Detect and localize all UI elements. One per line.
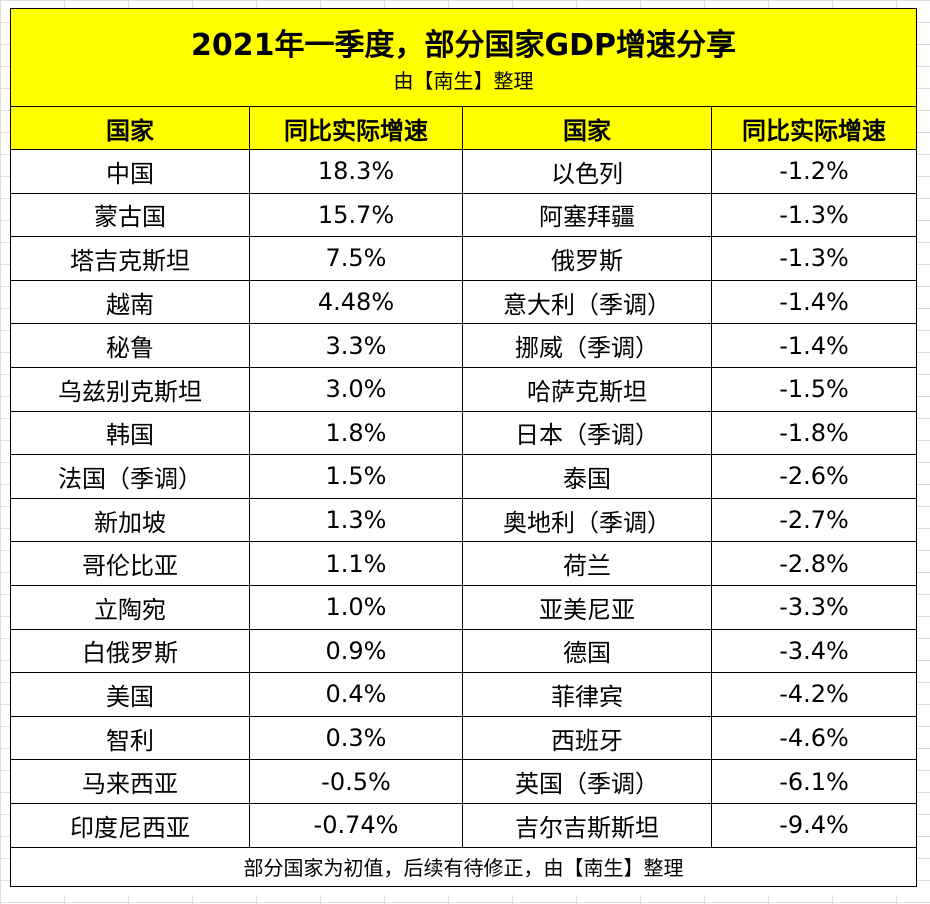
growth-cell[interactable]: -4.2% <box>710 672 918 717</box>
growth-cell[interactable]: 3.0% <box>249 366 463 412</box>
growth-cell[interactable]: -2.7% <box>710 497 918 543</box>
country-cell[interactable]: 亚美尼亚 <box>462 584 712 630</box>
country-cell[interactable]: 阿塞拜疆 <box>462 192 712 238</box>
growth-cell[interactable]: -1.3% <box>710 192 918 238</box>
country-cell[interactable]: 西班牙 <box>462 715 712 761</box>
table-row: 越南 4.48% 意大利（季调） -1.4% <box>10 279 918 325</box>
country-cell[interactable]: 秘鲁 <box>10 323 250 368</box>
table-row: 乌兹别克斯坦 3.0% 哈萨克斯坦 -1.5% <box>10 366 918 412</box>
country-cell[interactable]: 智利 <box>10 715 250 761</box>
table-row: 韩国 1.8% 日本（季调） -1.8% <box>10 410 918 456</box>
country-cell[interactable]: 德国 <box>462 628 712 674</box>
growth-cell[interactable]: -4.6% <box>710 715 918 761</box>
growth-cell[interactable]: -1.4% <box>710 323 918 368</box>
table-row: 美国 0.4% 菲律宾 -4.2% <box>10 672 918 717</box>
growth-cell[interactable]: 1.8% <box>249 410 463 456</box>
country-cell[interactable]: 蒙古国 <box>10 192 250 238</box>
country-cell[interactable]: 立陶宛 <box>10 584 250 630</box>
country-cell[interactable]: 以色列 <box>462 149 712 194</box>
country-cell[interactable]: 新加坡 <box>10 497 250 543</box>
table-row: 智利 0.3% 西班牙 -4.6% <box>10 715 918 761</box>
growth-cell[interactable]: 1.0% <box>249 584 463 630</box>
table-row: 秘鲁 3.3% 挪威（季调） -1.4% <box>10 323 918 368</box>
header-cell-country-1[interactable]: 国家 <box>10 106 250 150</box>
title-cell[interactable]: 2021年一季度，部分国家GDP增速分享 由【南生】整理 <box>9 8 918 107</box>
table-row: 哥伦比亚 1.1% 荷兰 -2.8% <box>10 541 918 586</box>
growth-cell[interactable]: 3.3% <box>249 323 463 368</box>
header-cell-growth-1[interactable]: 同比实际增速 <box>249 106 463 150</box>
country-cell[interactable]: 吉尔吉斯斯坦 <box>462 802 712 848</box>
table-row: 新加坡 1.3% 奥地利（季调） -2.7% <box>10 497 918 543</box>
growth-cell[interactable]: -1.4% <box>710 279 918 325</box>
header-cell-country-2[interactable]: 国家 <box>462 106 712 150</box>
growth-cell[interactable]: 1.1% <box>249 541 463 586</box>
gdp-table-container: 2021年一季度，部分国家GDP增速分享 由【南生】整理 国家 同比实际增速 国… <box>9 8 918 895</box>
country-cell[interactable]: 塔吉克斯坦 <box>10 236 250 281</box>
growth-cell[interactable]: -3.4% <box>710 628 918 674</box>
table-row: 蒙古国 15.7% 阿塞拜疆 -1.3% <box>10 192 918 238</box>
country-cell[interactable]: 哥伦比亚 <box>10 541 250 586</box>
country-cell[interactable]: 挪威（季调） <box>462 323 712 368</box>
page-subtitle: 由【南生】整理 <box>393 68 534 93</box>
country-cell[interactable]: 哈萨克斯坦 <box>462 366 712 412</box>
table-row: 马来西亚 -0.5% 英国（季调） -6.1% <box>10 759 918 804</box>
country-cell[interactable]: 韩国 <box>10 410 250 456</box>
country-cell[interactable]: 奥地利（季调） <box>462 497 712 543</box>
growth-cell[interactable]: 7.5% <box>249 236 463 281</box>
country-cell[interactable]: 白俄罗斯 <box>10 628 250 674</box>
growth-cell[interactable]: -1.2% <box>710 149 918 194</box>
country-cell[interactable]: 英国（季调） <box>462 759 712 804</box>
growth-cell[interactable]: -9.4% <box>710 802 918 848</box>
country-cell[interactable]: 乌兹别克斯坦 <box>10 366 250 412</box>
growth-cell[interactable]: 1.3% <box>249 497 463 543</box>
country-cell[interactable]: 美国 <box>10 672 250 717</box>
table-row: 塔吉克斯坦 7.5% 俄罗斯 -1.3% <box>10 236 918 281</box>
growth-cell[interactable]: -1.8% <box>710 410 918 456</box>
growth-cell[interactable]: -2.6% <box>710 454 918 499</box>
table-row: 印度尼西亚 -0.74% 吉尔吉斯斯坦 -9.4% <box>10 802 918 848</box>
table-row: 中国 18.3% 以色列 -1.2% <box>10 149 918 194</box>
country-cell[interactable]: 法国（季调） <box>10 454 250 499</box>
header-cell-growth-2[interactable]: 同比实际增速 <box>710 106 918 150</box>
country-cell[interactable]: 马来西亚 <box>10 759 250 804</box>
growth-cell[interactable]: -1.3% <box>710 236 918 281</box>
growth-cell[interactable]: -6.1% <box>710 759 918 804</box>
table-row: 白俄罗斯 0.9% 德国 -3.4% <box>10 628 918 674</box>
country-cell[interactable]: 意大利（季调） <box>462 279 712 325</box>
page-title: 2021年一季度，部分国家GDP增速分享 <box>191 27 737 63</box>
growth-cell[interactable]: -2.8% <box>710 541 918 586</box>
country-cell[interactable]: 泰国 <box>462 454 712 499</box>
growth-cell[interactable]: -0.74% <box>249 802 463 848</box>
growth-cell[interactable]: 0.9% <box>249 628 463 674</box>
table-row: 立陶宛 1.0% 亚美尼亚 -3.3% <box>10 584 918 630</box>
footer-note-cell[interactable]: 部分国家为初值，后续有待修正，由【南生】整理 <box>9 846 918 887</box>
growth-cell[interactable]: -3.3% <box>710 584 918 630</box>
growth-cell[interactable]: 18.3% <box>249 149 463 194</box>
growth-cell[interactable]: -1.5% <box>710 366 918 412</box>
growth-cell[interactable]: 0.3% <box>249 715 463 761</box>
country-cell[interactable]: 印度尼西亚 <box>10 802 250 848</box>
country-cell[interactable]: 俄罗斯 <box>462 236 712 281</box>
growth-cell[interactable]: 15.7% <box>249 192 463 238</box>
country-cell[interactable]: 菲律宾 <box>462 672 712 717</box>
growth-cell[interactable]: -0.5% <box>249 759 463 804</box>
growth-cell[interactable]: 1.5% <box>249 454 463 499</box>
table-row: 法国（季调） 1.5% 泰国 -2.6% <box>10 454 918 499</box>
header-row: 国家 同比实际增速 国家 同比实际增速 <box>10 106 918 150</box>
country-cell[interactable]: 越南 <box>10 279 250 325</box>
growth-cell[interactable]: 0.4% <box>249 672 463 717</box>
gdp-growth-table: 2021年一季度，部分国家GDP增速分享 由【南生】整理 国家 同比实际增速 国… <box>9 8 918 887</box>
country-cell[interactable]: 荷兰 <box>462 541 712 586</box>
country-cell[interactable]: 中国 <box>10 149 250 194</box>
growth-cell[interactable]: 4.48% <box>249 279 463 325</box>
country-cell[interactable]: 日本（季调） <box>462 410 712 456</box>
